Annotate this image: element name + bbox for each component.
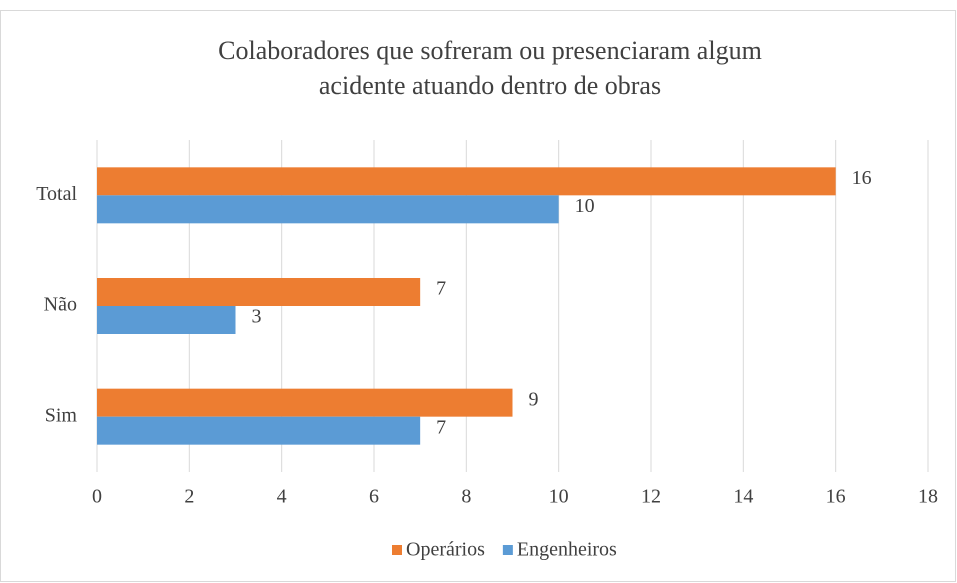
x-tick-label: 4	[277, 486, 287, 508]
legend-label: Engenheiros	[517, 539, 617, 561]
x-tick-label: 0	[92, 486, 102, 508]
data-label: 7	[436, 416, 446, 438]
bar	[97, 167, 836, 196]
bar	[97, 306, 236, 334]
data-label: 9	[529, 388, 539, 410]
data-label: 16	[852, 167, 872, 189]
x-tick-label: 8	[461, 486, 471, 508]
x-tick-label: 14	[733, 486, 753, 508]
chart-title: acidente atuando dentro de obras	[319, 71, 661, 100]
y-tick-label: Não	[44, 294, 77, 316]
x-tick-label: 16	[826, 486, 846, 508]
x-tick-label: 18	[918, 486, 938, 508]
legend-swatch	[392, 545, 402, 555]
y-tick-label: Total	[36, 183, 77, 205]
bar	[97, 388, 513, 417]
data-label: 3	[252, 306, 262, 328]
x-tick-label: 12	[641, 486, 661, 508]
bar	[97, 278, 421, 306]
bar	[97, 416, 421, 445]
y-tick-label: Sim	[45, 404, 78, 426]
x-tick-label: 6	[369, 486, 379, 508]
bar	[97, 195, 559, 224]
chart-title: Colaboradores que sofreram ou presenciar…	[218, 36, 762, 65]
data-label: 7	[436, 278, 446, 300]
legend-label: Operários	[406, 539, 485, 561]
data-label: 10	[575, 195, 595, 217]
legend-swatch	[502, 545, 513, 555]
x-tick-label: 10	[549, 486, 569, 508]
x-tick-label: 2	[184, 486, 194, 508]
